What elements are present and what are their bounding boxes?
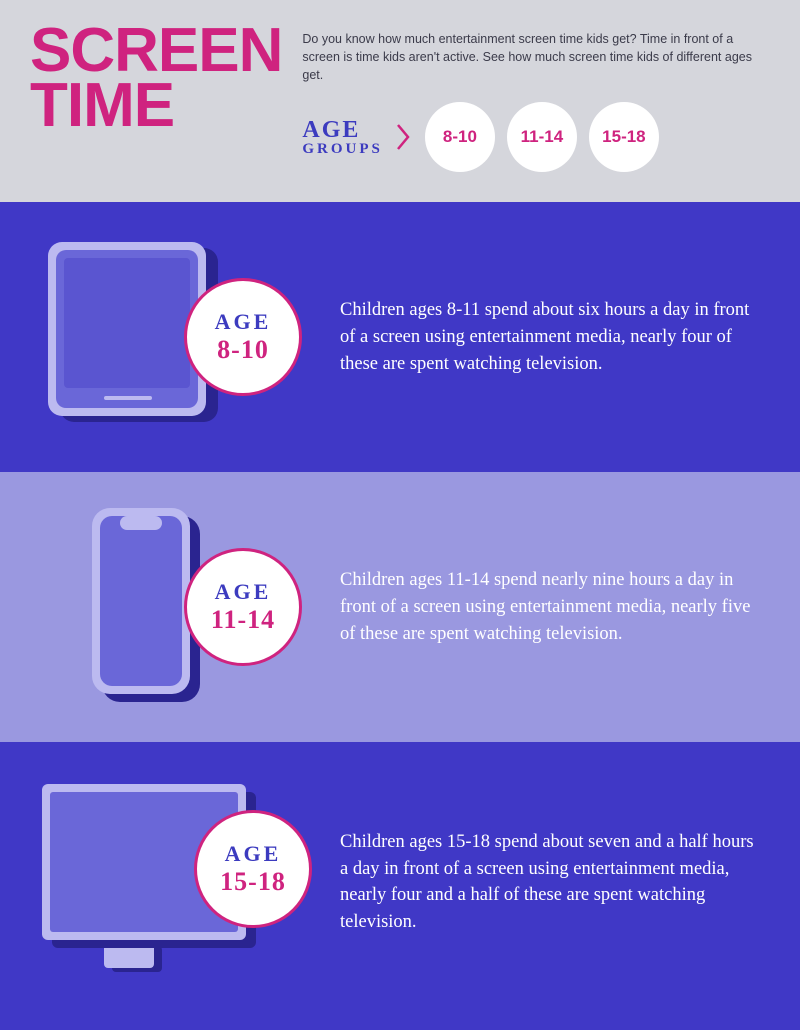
chevron-right-icon	[395, 119, 413, 155]
header-right: Do you know how much entertainment scree…	[302, 24, 770, 172]
badge-age-range: 8-10	[217, 335, 269, 365]
panel-age-8-10: AGE 8-10 Children ages 8-11 spend about …	[0, 202, 800, 472]
age-groups-label-top: AGE	[302, 117, 360, 143]
badge-age-range: 11-14	[211, 605, 275, 635]
age-groups-label-bottom: GROUPS	[302, 142, 383, 156]
age-groups-label: AGE GROUPS	[302, 119, 383, 156]
age-pill-15-18: 15-18	[589, 102, 659, 172]
panel-age-15-18: AGE 15-18 Children ages 15-18 spend abou…	[0, 742, 800, 1030]
device-tablet-wrap: AGE 8-10	[34, 242, 314, 432]
panel-desc-8-10: Children ages 8-11 spend about six hours…	[340, 297, 754, 377]
age-pill-11-14: 11-14	[507, 102, 577, 172]
intro-text: Do you know how much entertainment scree…	[302, 30, 770, 84]
header: SCREEN TIME Do you know how much enterta…	[0, 0, 800, 202]
age-groups-row: AGE GROUPS 8-10 11-14 15-18	[302, 102, 770, 172]
age-pill-8-10: 8-10	[425, 102, 495, 172]
main-title: SCREEN TIME	[30, 24, 282, 133]
badge-age-word: AGE	[215, 579, 272, 605]
panel-desc-15-18: Children ages 15-18 spend about seven an…	[340, 829, 754, 936]
title-block: SCREEN TIME	[30, 24, 282, 172]
title-line-2: TIME	[30, 71, 174, 140]
age-badge-15-18: AGE 15-18	[194, 810, 312, 928]
age-badge-11-14: AGE 11-14	[184, 548, 302, 666]
panel-desc-11-14: Children ages 11-14 spend nearly nine ho…	[340, 567, 754, 647]
badge-age-range: 15-18	[220, 867, 286, 897]
device-phone-wrap: AGE 11-14	[34, 512, 314, 702]
age-badge-8-10: AGE 8-10	[184, 278, 302, 396]
badge-age-word: AGE	[215, 309, 272, 335]
device-monitor-wrap: AGE 15-18	[34, 782, 314, 982]
panel-age-11-14: AGE 11-14 Children ages 11-14 spend near…	[0, 472, 800, 742]
badge-age-word: AGE	[225, 841, 282, 867]
